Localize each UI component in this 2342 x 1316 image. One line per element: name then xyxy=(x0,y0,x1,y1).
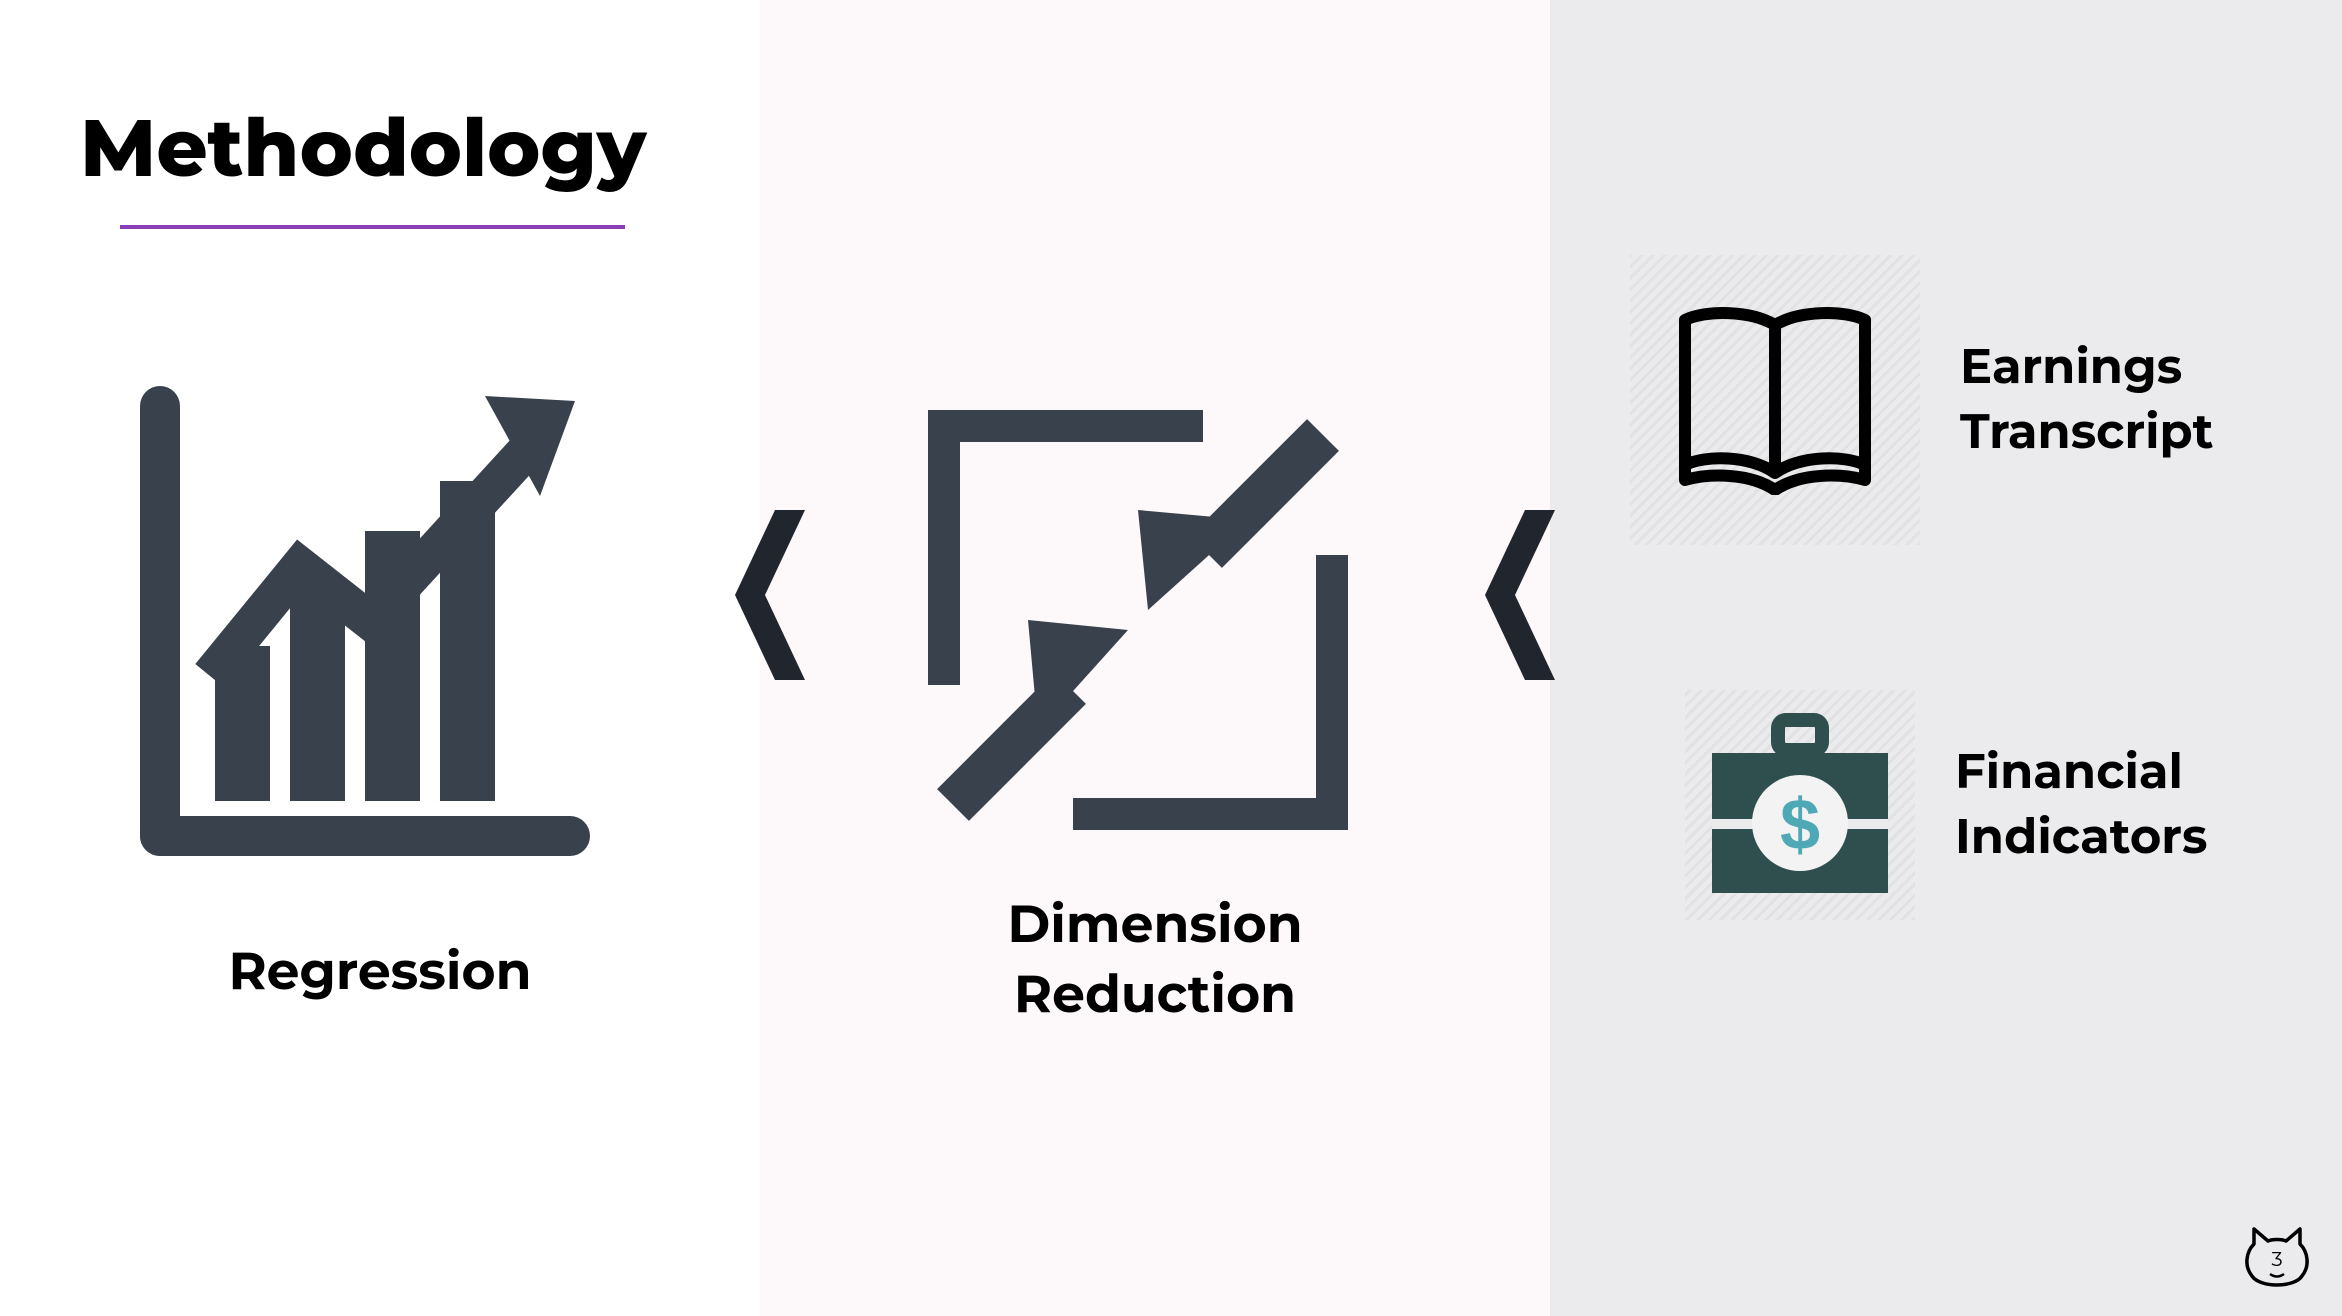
panel-inputs: Earnings Transcript $ Financial Indicato… xyxy=(1550,0,2342,1316)
panel-dimension-reduction: Dimension Reduction xyxy=(760,0,1550,1316)
earnings-transcript-label: Earnings Transcript xyxy=(1960,335,2214,465)
dimreduce-label-line2: Reduction xyxy=(1014,963,1296,1026)
earnings-label-line2: Transcript xyxy=(1960,403,2214,461)
chevron-left-icon xyxy=(1485,510,1555,685)
input-earnings-transcript: Earnings Transcript xyxy=(1630,255,2214,545)
briefcase-dollar-icon: $ xyxy=(1685,690,1915,920)
page-number-text: 3 xyxy=(2271,1248,2282,1272)
svg-text:$: $ xyxy=(1780,785,1820,865)
regression-chart-icon xyxy=(140,386,590,861)
financial-indicators-label: Financial Indicators xyxy=(1955,740,2207,870)
title-underline xyxy=(120,225,625,229)
open-book-icon xyxy=(1630,255,1920,545)
financial-label-line2: Indicators xyxy=(1955,808,2207,866)
chevron-left-icon xyxy=(735,510,805,685)
input-financial-indicators: $ Financial Indicators xyxy=(1685,690,2207,920)
regression-label: Regression xyxy=(0,940,760,1003)
slide-title: Methodology xyxy=(80,100,646,197)
dimreduce-label-line1: Dimension xyxy=(1007,893,1302,956)
financial-label-line1: Financial xyxy=(1955,743,2183,801)
dimension-reduction-icon xyxy=(928,410,1348,835)
panel-regression: Methodology Regression xyxy=(0,0,760,1316)
page-number-icon: 3 xyxy=(2242,1226,2312,1296)
earnings-label-line1: Earnings xyxy=(1960,338,2182,396)
dimension-reduction-label: Dimension Reduction xyxy=(760,890,1550,1030)
